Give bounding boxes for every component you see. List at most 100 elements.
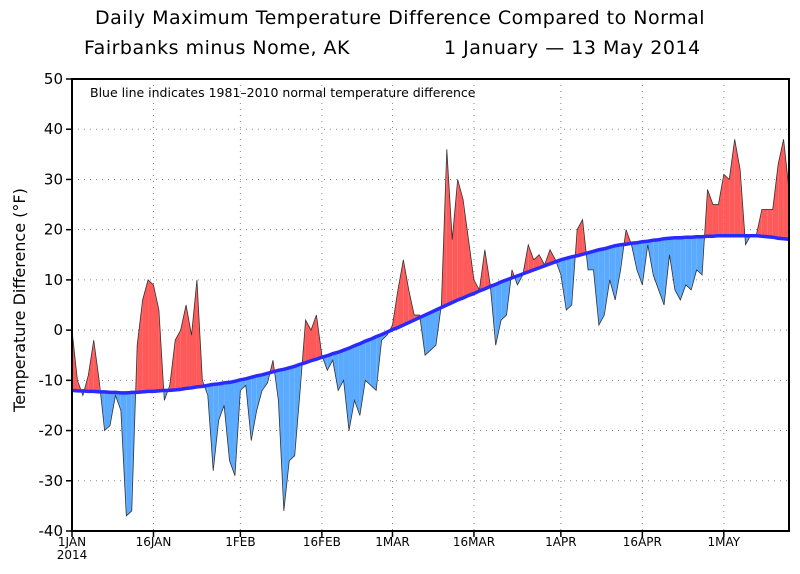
x-tick-year-label: 2014 bbox=[57, 548, 88, 562]
above-normal-fill bbox=[446, 149, 453, 305]
x-tick-label: 1FEB bbox=[225, 535, 255, 549]
above-normal-fill bbox=[180, 305, 187, 390]
y-tick-label: -10 bbox=[39, 371, 64, 389]
below-normal-fill bbox=[104, 391, 111, 431]
y-tick-label: 20 bbox=[44, 221, 63, 239]
x-tick-label: 16APR bbox=[623, 535, 662, 549]
below-normal-fill bbox=[495, 281, 502, 346]
y-tick-label: 0 bbox=[53, 321, 63, 339]
above-normal-fill bbox=[186, 305, 192, 389]
below-normal-fill bbox=[359, 341, 366, 416]
above-normal-fill bbox=[148, 279, 154, 392]
above-normal-fill bbox=[88, 340, 94, 392]
below-normal-fill bbox=[604, 247, 610, 316]
below-normal-fill bbox=[430, 310, 436, 351]
y-tick-label: -20 bbox=[39, 422, 64, 440]
above-normal-fill bbox=[577, 219, 583, 256]
above-normal-fill bbox=[137, 299, 143, 393]
x-tick-label: 16MAR bbox=[453, 535, 495, 549]
below-normal-fill bbox=[289, 366, 295, 461]
above-normal-fill bbox=[712, 204, 719, 237]
below-normal-fill bbox=[224, 382, 230, 461]
below-normal-fill bbox=[218, 382, 225, 421]
x-tick-label: 16JAN bbox=[136, 535, 172, 549]
below-normal-fill bbox=[669, 237, 675, 290]
below-normal-fill bbox=[566, 256, 572, 311]
above-normal-fill bbox=[550, 249, 556, 264]
normal-line-annotation: Blue line indicates 1981–2010 normal tem… bbox=[90, 85, 476, 100]
normal-line bbox=[71, 233, 790, 395]
x-tick-label: 1APR bbox=[545, 535, 576, 549]
observed-outline bbox=[71, 139, 790, 517]
below-normal-fill bbox=[425, 312, 431, 356]
below-normal-fill bbox=[365, 339, 371, 386]
below-normal-fill bbox=[664, 238, 670, 305]
above-normal-fill bbox=[452, 179, 458, 303]
above-normal-fill bbox=[723, 174, 730, 236]
below-normal-fill bbox=[327, 353, 333, 371]
below-normal-fill bbox=[240, 378, 246, 391]
y-tick-label: 30 bbox=[44, 170, 63, 188]
below-normal-fill bbox=[636, 241, 643, 285]
below-normal-fill bbox=[283, 367, 290, 511]
above-normal-fill bbox=[772, 164, 779, 239]
plot-frame bbox=[71, 78, 790, 532]
below-normal-fill bbox=[598, 248, 605, 326]
gridlines bbox=[72, 79, 789, 531]
below-normal-fill bbox=[251, 375, 257, 441]
above-normal-fill bbox=[397, 259, 404, 328]
below-normal-fill bbox=[213, 383, 219, 471]
below-normal-fill bbox=[560, 258, 567, 311]
above-normal-fill bbox=[767, 209, 773, 238]
x-tick-label: 1JAN bbox=[58, 535, 86, 549]
above-normal-fill bbox=[403, 259, 409, 326]
above-normal-fill bbox=[718, 174, 724, 236]
below-normal-fill bbox=[615, 244, 621, 300]
y-tick-label: 10 bbox=[44, 271, 63, 289]
below-normal-fill bbox=[229, 381, 235, 476]
below-normal-fill bbox=[294, 364, 301, 456]
chart-subtitle-dates: 1 January — 13 May 2014 bbox=[444, 37, 701, 59]
below-normal-fill bbox=[256, 374, 263, 411]
below-normal-fill bbox=[343, 348, 350, 431]
below-normal-fill bbox=[674, 237, 681, 300]
observed-line bbox=[71, 139, 790, 517]
chart-subtitle-location: Fairbanks minus Nome, AK bbox=[84, 37, 350, 59]
above-normal-fill bbox=[783, 139, 789, 240]
above-normal-fill bbox=[761, 209, 768, 237]
below-normal-fill bbox=[696, 236, 703, 275]
y-tick-label: -40 bbox=[39, 522, 64, 540]
above-normal-fill bbox=[457, 179, 464, 300]
above-normal-fill bbox=[153, 284, 159, 392]
below-normal-fill bbox=[658, 238, 665, 305]
below-normal-fill bbox=[126, 392, 132, 516]
above-normal-fill bbox=[175, 330, 181, 390]
below-normal-fill bbox=[338, 350, 344, 391]
below-normal-fill bbox=[680, 237, 686, 300]
below-normal-fill bbox=[262, 373, 268, 391]
y-tick-label: 50 bbox=[44, 70, 63, 88]
below-normal-fill bbox=[588, 251, 594, 270]
x-tick-label: 1MAY bbox=[708, 535, 741, 549]
x-tick-label: 1MAR bbox=[375, 535, 410, 549]
normal-temperature-line bbox=[71, 233, 790, 395]
below-normal-fill bbox=[593, 249, 599, 326]
y-tick-label: -30 bbox=[39, 472, 64, 490]
below-normal-fill bbox=[653, 239, 659, 290]
below-normal-fill bbox=[501, 279, 507, 321]
y-axis-ticks: -40 -30 -20 -10 0 10 20 30 40 50 bbox=[39, 70, 72, 540]
above-normal-fill bbox=[729, 139, 735, 236]
x-tick-label: 16FEB bbox=[303, 535, 341, 549]
above-normal-fill bbox=[463, 199, 469, 298]
above-normal-fill bbox=[142, 279, 149, 392]
difference-fills bbox=[72, 139, 789, 516]
above-normal-fill bbox=[191, 279, 197, 388]
y-tick-label: 40 bbox=[44, 120, 63, 138]
below-normal-fill bbox=[370, 336, 377, 391]
below-normal-fill bbox=[349, 345, 355, 431]
below-normal-fill bbox=[685, 237, 692, 290]
above-normal-fill bbox=[528, 244, 534, 272]
below-normal-fill bbox=[609, 245, 616, 300]
